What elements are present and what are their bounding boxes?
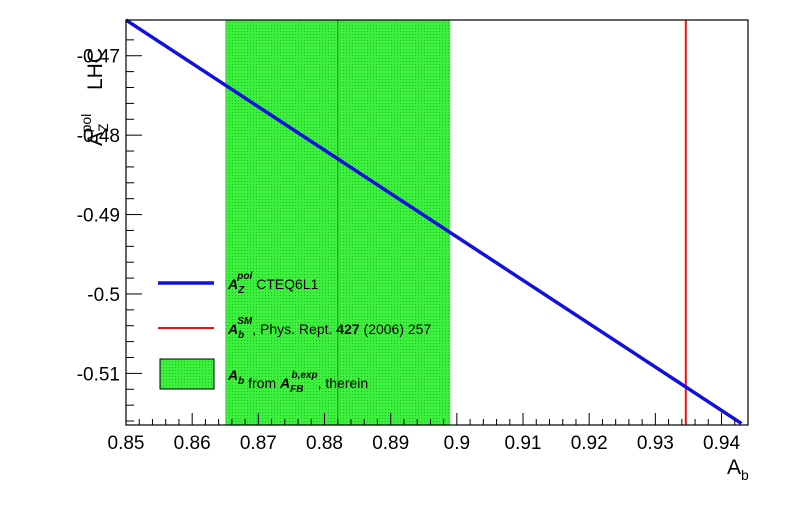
y-tick-label: -0.48 bbox=[77, 126, 120, 147]
y-axis-title-suffix: LHC bbox=[84, 48, 107, 90]
plot-frame bbox=[125, 19, 749, 426]
svg-text:AZpol: AZpol bbox=[78, 114, 111, 146]
x-tick-label: 0.9 bbox=[444, 433, 470, 454]
x-tick-label: 0.87 bbox=[240, 433, 277, 454]
x-tick-label: 0.94 bbox=[703, 433, 740, 454]
y-tick-label: -0.5 bbox=[87, 285, 120, 306]
legend-label: AZpol CTEQ6L1 bbox=[227, 271, 319, 296]
y-axis-title-sup: pol bbox=[78, 114, 94, 133]
x-tick-label: 0.85 bbox=[108, 433, 145, 454]
x-tick-label: 0.92 bbox=[571, 433, 608, 454]
y-tick-label: -0.47 bbox=[77, 47, 120, 68]
y-axis-title-main: A bbox=[84, 132, 107, 146]
x-tick-label: 0.86 bbox=[174, 433, 211, 454]
legend-swatch-box bbox=[159, 358, 215, 390]
legend-entry-2: Ab from AFBb,exp, therein bbox=[159, 358, 368, 395]
x-tick-label: 0.93 bbox=[637, 433, 674, 454]
series-line-0 bbox=[125, 18, 743, 425]
y-axis-title: AZpol bbox=[78, 114, 111, 146]
x-axis-title: A b bbox=[727, 456, 749, 483]
legend-entry-0: AZpol CTEQ6L1 bbox=[158, 271, 319, 296]
y-tick-label: -0.49 bbox=[77, 206, 120, 227]
x-axis-title-main: A bbox=[727, 456, 741, 479]
legend-entry-1: AbSM, Phys. Rept. 427 (2006) 257 bbox=[158, 316, 431, 341]
x-tick-label: 0.89 bbox=[372, 433, 409, 454]
legend-label: Ab from AFBb,exp, therein bbox=[227, 367, 368, 395]
x-axis-title-sub: b bbox=[741, 467, 749, 483]
x-tick-label: 0.88 bbox=[306, 433, 343, 454]
legend: AZpol CTEQ6L1 AbSM, Phys. Rept. 427 (2006… bbox=[158, 271, 431, 395]
y-axis-title-suffix-group: LHC bbox=[84, 48, 107, 90]
x-tick-label: 0.91 bbox=[505, 433, 542, 454]
y-axis-title-sub: Z bbox=[95, 123, 111, 132]
legend-label: AbSM, Phys. Rept. 427 (2006) 257 bbox=[227, 316, 431, 341]
y-tick-label: -0.51 bbox=[77, 364, 120, 385]
